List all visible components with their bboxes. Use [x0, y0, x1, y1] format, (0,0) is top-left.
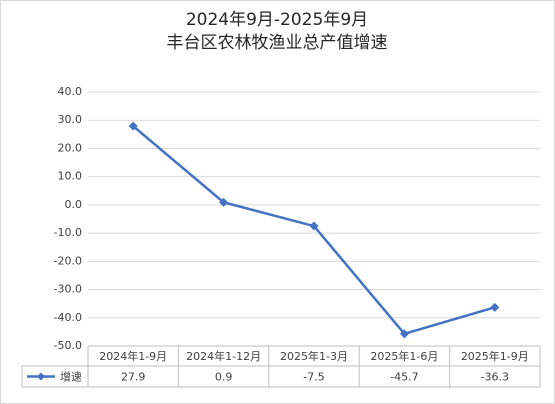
point-marker	[309, 221, 319, 231]
table-value: -7.5	[303, 371, 324, 384]
y-tick-label: 40.0	[58, 85, 83, 98]
legend-marker	[37, 372, 45, 381]
y-tick-label: -20.0	[54, 254, 82, 267]
chart-title: 2024年9月-2025年9月	[186, 10, 368, 30]
table-value: 0.9	[215, 371, 233, 384]
x-tick-label: 2024年1-9月	[99, 349, 167, 363]
y-tick-label: 10.0	[58, 170, 83, 183]
y-tick-label: -40.0	[54, 311, 82, 324]
legend-label: 增速	[60, 370, 82, 384]
table-value: -45.7	[390, 371, 418, 384]
x-tick-label: 2025年1-9月	[461, 349, 529, 363]
y-tick-label: 30.0	[58, 113, 83, 126]
y-tick-label: -10.0	[54, 226, 82, 239]
table-value: 27.9	[121, 371, 146, 384]
x-tick-label: 2025年1-3月	[280, 349, 348, 363]
y-tick-label: -30.0	[54, 283, 82, 296]
point-marker	[490, 302, 500, 312]
table-value: -36.3	[481, 371, 509, 384]
point-marker	[128, 121, 138, 131]
y-tick-label: -50.0	[54, 339, 82, 352]
point-marker	[399, 329, 409, 339]
x-tick-label: 2025年1-6月	[370, 349, 438, 363]
y-tick-label: 20.0	[58, 141, 83, 154]
y-tick-label: 0.0	[65, 198, 83, 211]
x-tick-label: 2024年1-12月	[186, 349, 261, 363]
point-marker	[219, 197, 229, 207]
chart-subtitle: 丰台区农林牧渔业总产值增速	[167, 33, 388, 53]
